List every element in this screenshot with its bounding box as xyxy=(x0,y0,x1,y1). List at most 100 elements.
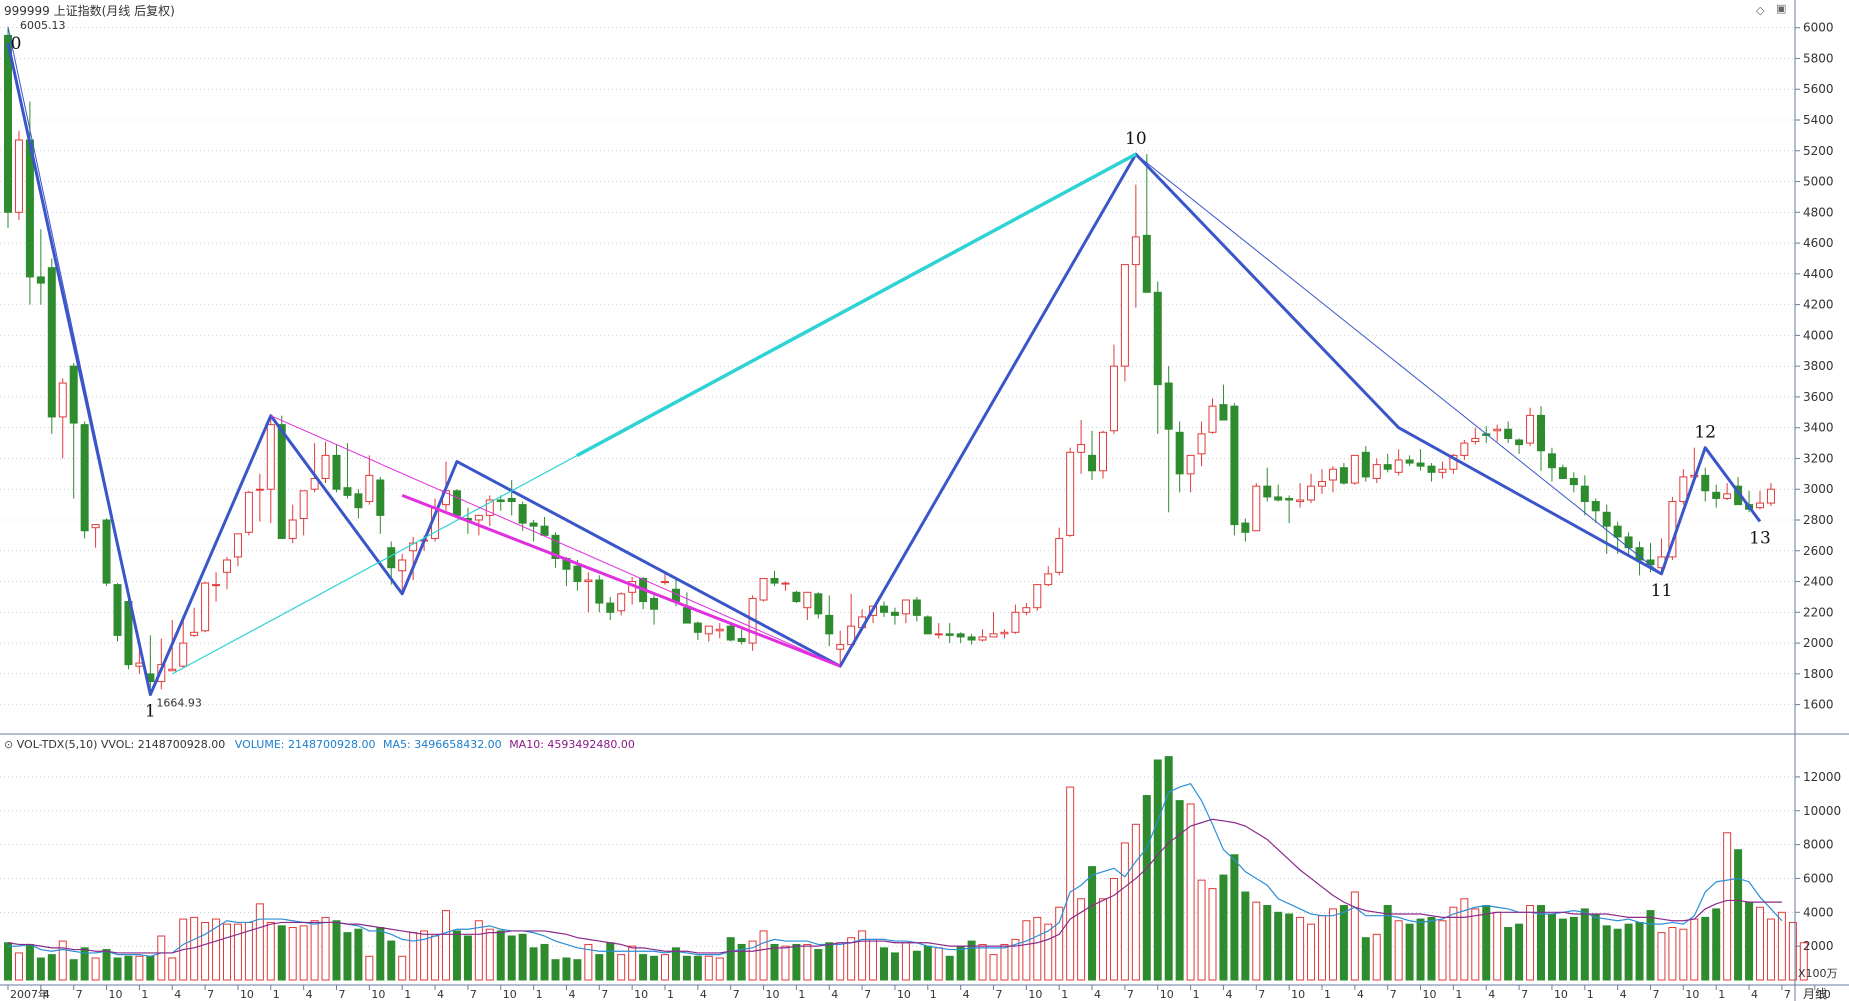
candle-body xyxy=(1679,476,1688,503)
price-tick-label: 3600 xyxy=(1803,390,1834,404)
volume-bar xyxy=(321,916,330,981)
volume-bar xyxy=(1526,905,1535,981)
volume-bar xyxy=(1372,933,1381,981)
volume-bar xyxy=(770,943,779,981)
volume-bar xyxy=(573,959,582,981)
time-tick-label: 7 xyxy=(996,988,1003,1001)
volume-bar xyxy=(628,945,637,981)
candle-body xyxy=(398,559,407,572)
price-tick-label: 4000 xyxy=(1803,328,1834,342)
volume-bar xyxy=(1745,901,1754,981)
candle-body xyxy=(179,642,188,667)
time-tick-label: 7 xyxy=(1390,988,1397,1001)
volume-bar xyxy=(1350,891,1359,981)
volume-bar xyxy=(485,928,494,981)
volume-bar xyxy=(1788,921,1797,981)
candle-body xyxy=(80,424,89,532)
volume-panel[interactable] xyxy=(4,756,1808,981)
volume-bar xyxy=(1734,849,1743,981)
volume-bar xyxy=(102,949,111,981)
candle-body xyxy=(277,424,286,539)
time-tick-label: 7 xyxy=(1258,988,1265,1001)
volume-bar xyxy=(1044,923,1053,981)
candle-body xyxy=(1033,584,1042,609)
volume-tick-label: 12000 xyxy=(1803,770,1841,784)
collapse-icon[interactable]: ⊙ xyxy=(4,738,14,751)
time-tick-label: 10 xyxy=(371,988,385,1001)
volume-bar xyxy=(1668,927,1677,981)
volume-bar xyxy=(1504,927,1513,981)
volume-bar xyxy=(901,942,910,981)
volume-bar xyxy=(1307,923,1316,981)
candle-body xyxy=(1208,405,1217,433)
time-tick-label: 7 xyxy=(864,988,871,1001)
candle-body xyxy=(201,582,210,632)
volume-bar xyxy=(1186,803,1195,981)
candle-body xyxy=(1602,511,1611,527)
time-tick-label: 4 xyxy=(1751,988,1758,1001)
candle-body xyxy=(1712,491,1721,499)
candle-body xyxy=(693,622,702,633)
time-tick-label: 4 xyxy=(1488,988,1495,1001)
candle-body xyxy=(1044,573,1053,586)
time-tick-label: 1 xyxy=(1193,988,1200,1001)
time-tick-label: 4 xyxy=(1094,988,1101,1001)
volume-bar xyxy=(1208,888,1217,981)
candle-body xyxy=(551,534,560,559)
candle-body xyxy=(36,276,45,284)
wave-label: 0 xyxy=(11,34,22,54)
time-tick-label: 1 xyxy=(798,988,805,1001)
window-icon[interactable]: ▣ xyxy=(1776,2,1787,15)
volume-bar xyxy=(1175,800,1184,981)
candle-body xyxy=(496,499,505,503)
volume-bar xyxy=(1285,913,1294,981)
price-tick-label: 6000 xyxy=(1803,21,1834,35)
volume-bar xyxy=(310,920,319,981)
price-panel[interactable]: 1664.93 xyxy=(4,26,1775,710)
volume-bar xyxy=(1296,916,1305,981)
volume-bar xyxy=(1515,923,1524,981)
candle-body xyxy=(1449,454,1458,470)
volume-bar xyxy=(1339,905,1348,981)
price-tick-label: 3800 xyxy=(1803,359,1834,373)
candle-body xyxy=(923,616,932,635)
volume-bar xyxy=(1537,905,1545,981)
volume-bar xyxy=(1624,923,1633,981)
time-tick-label: 7 xyxy=(470,988,477,1001)
candle-body xyxy=(540,525,549,536)
volume-bar xyxy=(869,938,878,981)
volume-bar xyxy=(255,903,264,981)
volume-bar xyxy=(923,945,932,981)
volume-bar xyxy=(299,925,308,981)
candle-body xyxy=(332,454,341,490)
time-tick-label: 10 xyxy=(503,988,517,1001)
candle-body xyxy=(1241,522,1250,533)
candle-body xyxy=(135,662,144,667)
candle-body xyxy=(1569,477,1578,486)
candle-body xyxy=(836,644,845,650)
candle-body xyxy=(726,625,735,641)
diamond-icon[interactable]: ◇ xyxy=(1756,4,1765,17)
volume-bar xyxy=(529,947,538,981)
volume-bar xyxy=(233,923,242,981)
price-tick-label: 2000 xyxy=(1803,636,1834,650)
time-tick-label: 10 xyxy=(1291,988,1305,1001)
volume-bar xyxy=(1602,925,1611,981)
candle-body xyxy=(1537,414,1545,452)
price-tick-label: 5000 xyxy=(1803,175,1834,189)
volume-bar xyxy=(1318,915,1326,981)
volume-bar xyxy=(1580,908,1589,981)
volume-bar xyxy=(671,947,680,981)
candle-body xyxy=(4,34,12,213)
volume-bar xyxy=(1766,918,1775,981)
volume-bar xyxy=(1055,906,1064,981)
candle-body xyxy=(770,577,779,584)
volume-bar xyxy=(1066,786,1075,981)
candle-body xyxy=(781,582,790,585)
wave-label: 10 xyxy=(1125,129,1147,149)
volume-tick-label: 6000 xyxy=(1803,871,1834,885)
candle-body xyxy=(1558,467,1567,479)
volume-bar xyxy=(124,955,133,981)
candle-body xyxy=(1011,611,1020,633)
